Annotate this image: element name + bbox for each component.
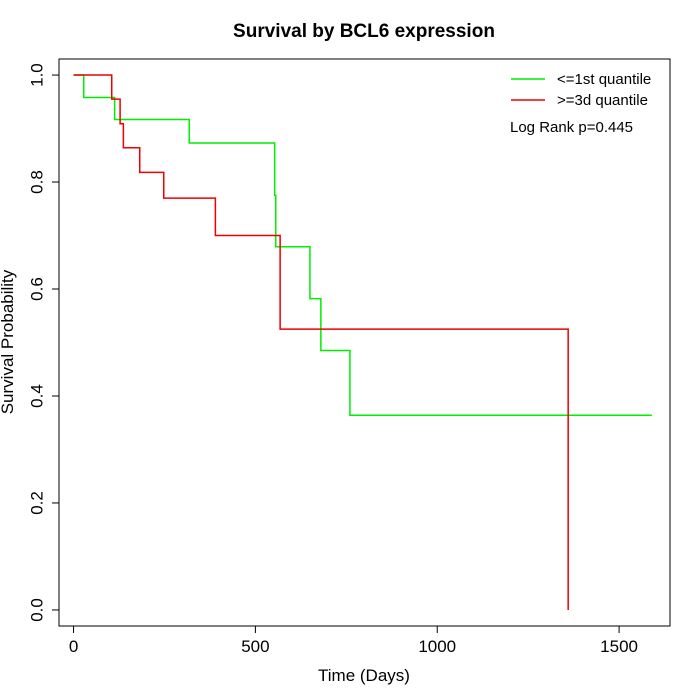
legend-label: >=3d quantile — [557, 92, 648, 109]
x-tick-label: 1500 — [600, 637, 638, 656]
plot-frame — [58, 58, 671, 627]
x-tick-label: 0 — [69, 637, 78, 656]
legend: <=1st quantile >=3d quantile — [511, 71, 651, 109]
survival-curve-low-quantile — [73, 74, 652, 416]
x-tick-label: 500 — [241, 637, 269, 656]
y-tick-label: 0.4 — [28, 384, 47, 408]
y-tick-label: 0.2 — [28, 491, 47, 515]
log-rank-annotation: Log Rank p=0.445 — [510, 119, 633, 136]
chart-title: Survival by BCL6 expression — [233, 21, 495, 42]
x-axis: 0 500 1000 1500 — [69, 625, 638, 656]
x-tick-label: 1000 — [418, 637, 456, 656]
series-layer — [73, 74, 652, 610]
y-tick-label: 0.8 — [28, 170, 47, 194]
y-tick-label: 0.0 — [28, 598, 47, 622]
legend-label: <=1st quantile — [557, 71, 651, 88]
x-axis-label: Time (Days) — [318, 666, 410, 685]
y-axis-label: Survival Probability — [0, 269, 17, 414]
y-axis: 0.0 0.2 0.4 0.6 0.8 1.0 — [28, 63, 60, 622]
y-tick-label: 0.6 — [28, 277, 47, 301]
survival-curve-high-quantile — [73, 74, 569, 610]
y-tick-label: 1.0 — [28, 63, 47, 87]
